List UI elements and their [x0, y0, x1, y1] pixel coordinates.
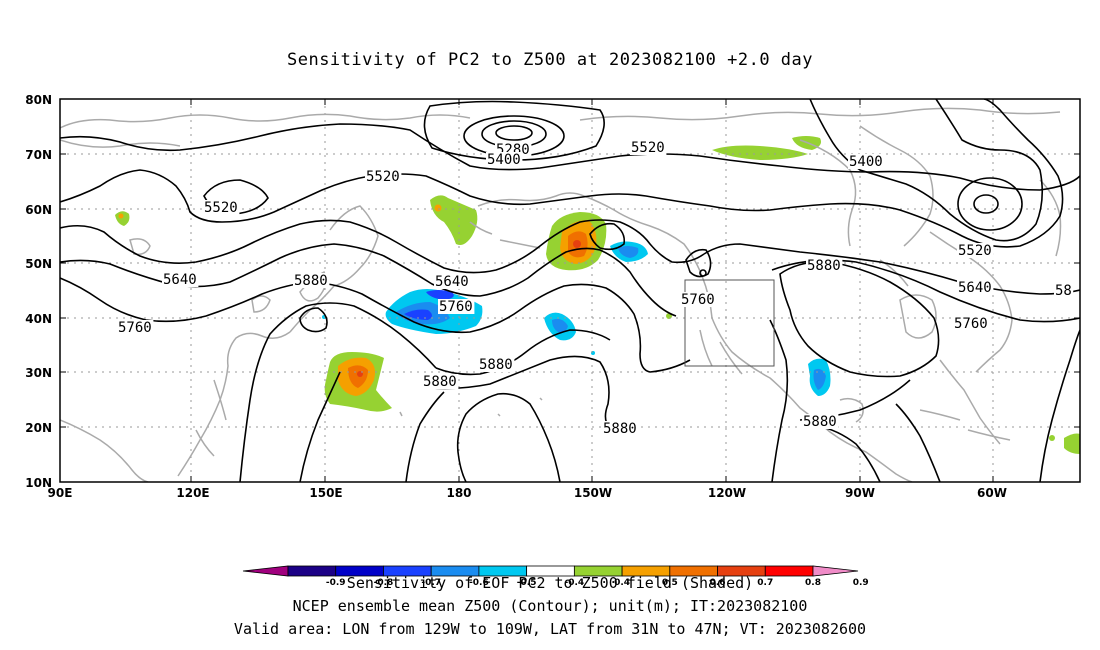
colorbar-max-triangle — [812, 565, 859, 577]
contour-label: 5520 — [366, 169, 400, 185]
contour-label-bg — [630, 140, 667, 155]
lon-label: 90E — [48, 486, 73, 500]
colorbar-tick-label: -0.4 — [565, 578, 585, 588]
lon-label: 150W — [574, 486, 612, 500]
contour-label-bg — [957, 243, 994, 258]
shade-positive-core — [118, 213, 124, 219]
contour-label-bg — [478, 357, 515, 372]
contour-label-bg — [953, 316, 990, 331]
latitude-labels: 80N 70N 60N 50N 40N 30N 20N 10N — [25, 93, 52, 490]
lon-label: 120W — [708, 486, 746, 500]
z500-contours — [60, 99, 1080, 482]
lat-label: 70N — [25, 148, 52, 162]
contour-label-bg — [422, 374, 459, 389]
contour-label-bg — [203, 200, 240, 215]
contour-label-bg — [602, 421, 639, 436]
contour-label-bg — [438, 299, 475, 314]
contour-label: 5520 — [958, 243, 992, 259]
contour-label-bg — [680, 292, 717, 307]
contour-label: 5400 — [849, 154, 883, 170]
contour-label: 5880 — [803, 414, 837, 430]
contour-label-bg — [802, 414, 839, 429]
caption-shaded: Sensitivity of EOF PC2 to Z500 field (Sh… — [346, 574, 754, 592]
colorbar-tick-label: 0.7 — [757, 578, 773, 588]
shade-negative-high — [404, 309, 432, 320]
caption-valid-area: Valid area: LON from 129W to 109W, LAT f… — [233, 620, 867, 638]
contour-label-bg — [806, 258, 843, 273]
contour-label: 5640 — [435, 274, 469, 290]
longitude-labels: 90E 120E 150E 180 150W 120W 90W 60W — [48, 486, 1007, 500]
colorbar-tick-label: 0.9 — [853, 578, 869, 588]
lon-label: 150E — [309, 486, 342, 500]
shade-negative-mid — [618, 246, 639, 258]
shade-positive-core — [573, 240, 581, 248]
colorbar-tick-label: 0.8 — [805, 578, 821, 588]
contour-label: 5760 — [681, 292, 715, 308]
colorbar-tick-label: 0.5 — [662, 578, 678, 588]
colorbar-tick-label: -0.9 — [326, 578, 346, 588]
lat-label: 20N — [25, 421, 52, 435]
colorbar-tick-label: -0.7 — [421, 578, 441, 588]
plot-frame — [59, 98, 1081, 483]
shade-positive-core — [434, 204, 442, 212]
map-title: Sensitivity of PC2 to Z500 at 2023082100… — [286, 50, 813, 70]
shade-positive — [1064, 433, 1080, 454]
lat-label: 40N — [25, 312, 52, 326]
contour-label-bg — [365, 169, 402, 184]
tick-marks — [60, 98, 1080, 483]
lat-label: 80N — [25, 93, 52, 107]
contour-label: 5520 — [631, 140, 665, 156]
contour-label: 5760 — [439, 299, 473, 315]
lat-label: 50N — [25, 257, 52, 271]
colorbar-tick-label: -0.5 — [517, 578, 537, 588]
contour-label-bg — [957, 280, 994, 295]
colorbar-tick-label: 0.6 — [710, 578, 726, 588]
contour-label-bg — [434, 274, 471, 289]
contour-label: 5520 — [204, 200, 238, 216]
valid-area-box — [684, 279, 775, 367]
contour-label: 5760 — [954, 316, 988, 332]
contour-label: 5400 — [487, 152, 521, 168]
shade-positive-speck — [1049, 435, 1055, 441]
colorbar-tick-label: -0.6 — [469, 578, 489, 588]
contour-label: 5880 — [294, 273, 328, 289]
lat-label: 10N — [25, 476, 52, 490]
caption-contour: NCEP ensemble mean Z500 (Contour); unit(… — [292, 597, 808, 615]
contour-label-bg — [162, 272, 199, 287]
plot-area — [60, 99, 1080, 482]
shade-positive — [115, 211, 130, 226]
colorbar-tick-label: 0.4 — [614, 578, 630, 588]
colorbar-tick-label: -0.8 — [374, 578, 394, 588]
lon-label: 60W — [977, 486, 1007, 500]
contour-label-bg — [1054, 283, 1074, 298]
shade-negative-mid — [813, 368, 826, 390]
lon-label: 180 — [446, 486, 471, 500]
lat-label: 30N — [25, 366, 52, 380]
lat-label: 60N — [25, 203, 52, 217]
contour-label: 5640 — [163, 272, 197, 288]
contour-label: 5880 — [423, 374, 457, 390]
shade-negative-high — [426, 290, 454, 300]
contour-labels: 5280 5400 5400 5520 5520 5520 5520 5640 … — [117, 140, 1074, 437]
lon-label: 90W — [845, 486, 875, 500]
contour-label: 5640 — [958, 280, 992, 296]
shade-positive — [430, 195, 478, 245]
contour-label: 5880 — [807, 258, 841, 274]
contour-label-bg — [848, 154, 885, 169]
shade-negative-mid — [552, 318, 568, 333]
contour-label-bg — [117, 320, 154, 335]
colorbar: -0.9 -0.8 -0.7 -0.6 -0.5 -0.4 0.4 0.5 0.6 0.7 0.8 0… — [242, 565, 869, 588]
contour-label: 5880 — [603, 421, 637, 437]
lon-label: 120E — [176, 486, 209, 500]
contour-label: 5880 — [479, 357, 513, 373]
contour-label-bg — [486, 152, 523, 167]
contour-label: 58 — [1055, 283, 1072, 299]
contour-label: 5760 — [118, 320, 152, 336]
contour-label-bg — [293, 273, 330, 288]
shade-positive-high — [348, 365, 368, 388]
shade-positive — [712, 145, 808, 160]
